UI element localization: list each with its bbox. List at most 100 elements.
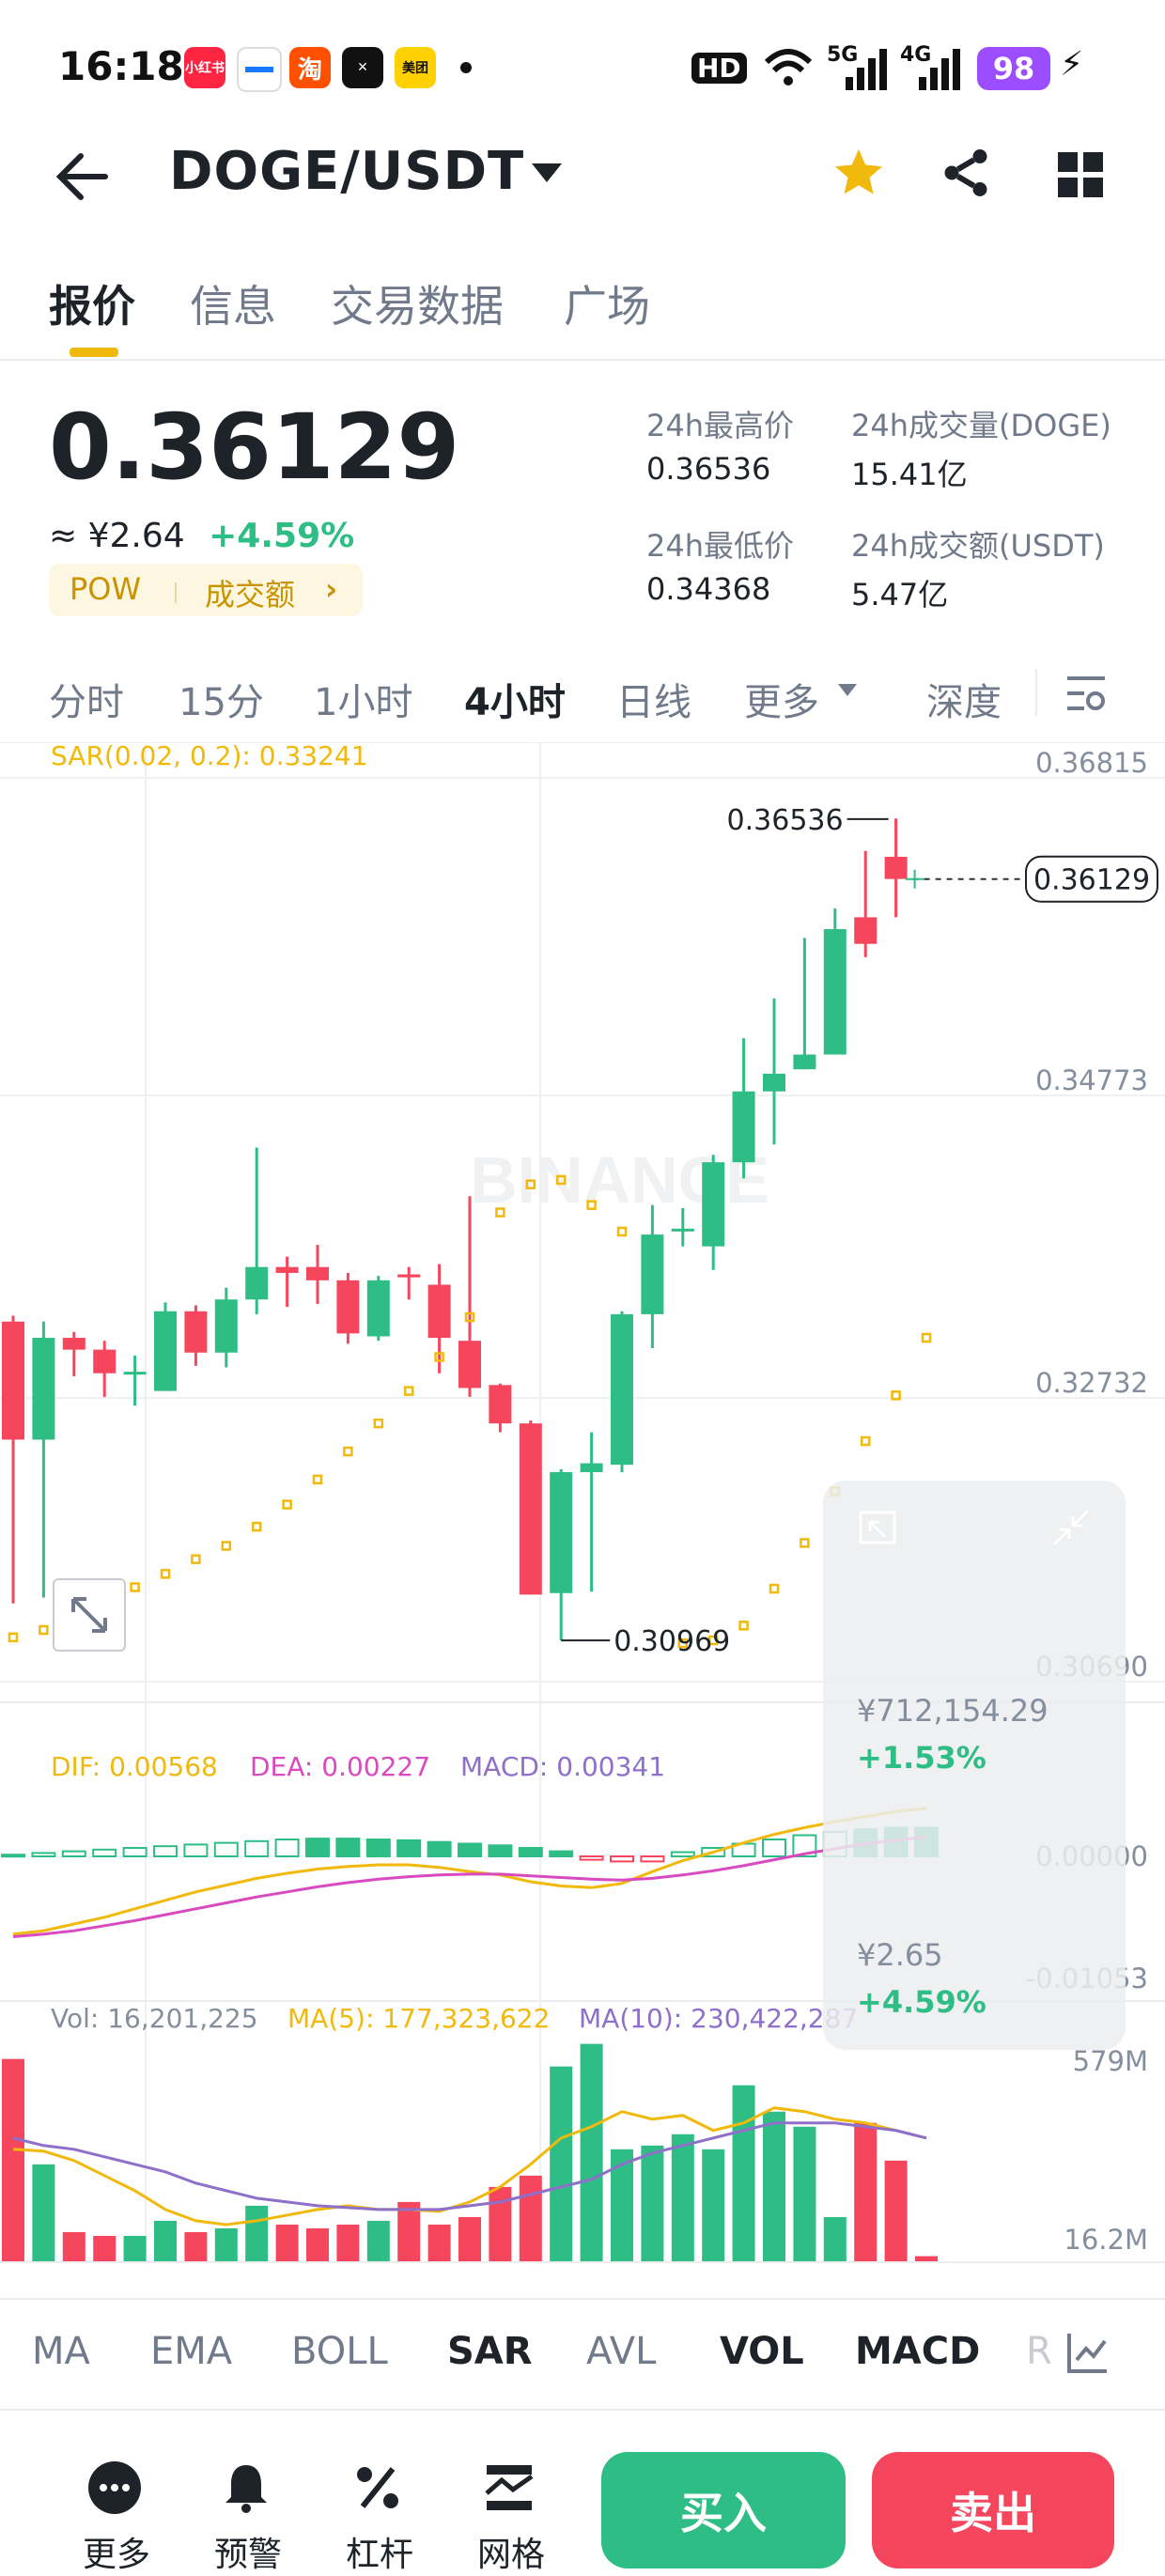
- candle-body: [884, 857, 908, 879]
- clock: 16:18: [58, 43, 184, 89]
- candle-body: [458, 1341, 481, 1389]
- macd-dif-line: [12, 1807, 927, 1936]
- interval-4h[interactable]: 4小时: [464, 681, 566, 724]
- signal-icon: [846, 49, 887, 90]
- indicator-vol[interactable]: VOL: [720, 2330, 804, 2373]
- share-icon[interactable]: [938, 145, 994, 201]
- candle-body: [427, 1284, 451, 1339]
- more-label[interactable]: 更多: [83, 2536, 151, 2574]
- fullscreen-button[interactable]: [53, 1578, 126, 1652]
- grid-label[interactable]: 网格: [477, 2536, 546, 2574]
- macd-bar: [518, 1847, 543, 1857]
- indicator-sar[interactable]: SAR: [447, 2330, 533, 2373]
- sar-dot: [343, 1446, 353, 1457]
- candle-body: [763, 1073, 785, 1092]
- sar-dot: [251, 1521, 262, 1532]
- macd-bar: [335, 1838, 361, 1857]
- volume-bar: [154, 2220, 177, 2262]
- volume-label: 24h成交量(DOGE): [851, 408, 1111, 443]
- candle-body: [245, 1266, 269, 1300]
- sell-button[interactable]: 卖出: [872, 2452, 1114, 2568]
- meituan-app-icon: 美团: [395, 47, 436, 88]
- network-4g-label: 4G: [900, 43, 932, 67]
- charging-icon: ⚡: [1060, 45, 1084, 84]
- candle-body: [32, 1338, 55, 1440]
- indicator-r[interactable]: R: [1026, 2330, 1052, 2373]
- interval-depth[interactable]: 深度: [926, 681, 1002, 724]
- volume-bar: [32, 2164, 55, 2262]
- macd-bar: [92, 1848, 117, 1858]
- turnover-label: 24h成交额(USDT): [851, 528, 1105, 564]
- candle-body: [489, 1385, 512, 1424]
- indicator-ma[interactable]: MA: [32, 2330, 90, 2373]
- candle-body: [397, 1274, 421, 1278]
- tab-trade-data[interactable]: 交易数据: [331, 281, 504, 332]
- sar-dot: [921, 1332, 932, 1343]
- tab-quote[interactable]: 报价: [49, 281, 135, 332]
- time-axis-label-1: 2025-01-11 16:00: [32, 2260, 269, 2264]
- grid-trading-icon[interactable]: [481, 2460, 537, 2516]
- chevron-right-icon[interactable]: ›: [325, 571, 338, 607]
- indicator-settings-icon[interactable]: [1065, 2330, 1111, 2375]
- popout-icon[interactable]: [857, 1509, 900, 1546]
- wifi-icon: [764, 49, 813, 85]
- tag-pow[interactable]: POW: [70, 571, 142, 607]
- macd-bar: [274, 1839, 300, 1857]
- volume-bar: [93, 2235, 116, 2262]
- sar-dot: [464, 1311, 475, 1323]
- interval-15m[interactable]: 15分: [179, 681, 264, 724]
- pair-title[interactable]: DOGE/USDT: [169, 141, 525, 202]
- sar-dot: [891, 1390, 901, 1401]
- more-icon[interactable]: [86, 2460, 143, 2516]
- volume-bar: [915, 2256, 938, 2262]
- indicator-ema[interactable]: EMA: [150, 2330, 233, 2373]
- collapse-icon[interactable]: [1050, 1507, 1092, 1548]
- buy-button[interactable]: 买入: [601, 2452, 846, 2568]
- macd-bar: [1, 1854, 25, 1858]
- volume-bar: [641, 2145, 664, 2262]
- high-label: 24h最高价: [646, 408, 795, 443]
- tag-turnover[interactable]: 成交额: [205, 577, 296, 613]
- candle-body: [214, 1299, 238, 1353]
- favorite-star-icon[interactable]: [831, 145, 887, 201]
- alert-label[interactable]: 预警: [214, 2536, 283, 2574]
- candle-body: [702, 1162, 725, 1247]
- alert-bell-icon[interactable]: [218, 2460, 274, 2516]
- volume-bar: [763, 2111, 785, 2262]
- tag-separator: [175, 582, 177, 603]
- macd-bar: [61, 1850, 86, 1857]
- tab-info[interactable]: 信息: [190, 281, 276, 332]
- interval-1h[interactable]: 1小时: [314, 681, 413, 724]
- indicator-top-divider: [0, 2298, 1165, 2300]
- floating-widget[interactable]: ¥712,154.29 +1.53% ¥2.65 +4.59%: [823, 1481, 1126, 2050]
- indicator-macd[interactable]: MACD: [855, 2330, 981, 2373]
- chart-settings-icon[interactable]: [1064, 671, 1109, 716]
- candle-body: [823, 928, 847, 1055]
- leverage-label[interactable]: 杠杆: [346, 2536, 414, 2574]
- tag-box[interactable]: [49, 564, 363, 616]
- widget-change-1: +1.53%: [857, 1740, 986, 1776]
- vol-ma5-line: [12, 2106, 927, 2227]
- indicator-avl[interactable]: AVL: [586, 2330, 657, 2373]
- chevron-down-icon[interactable]: [530, 162, 564, 186]
- interval-timeline[interactable]: 分时: [49, 681, 124, 724]
- tab-square[interactable]: 广场: [564, 281, 650, 332]
- low-marker-label: 0.30969: [614, 1625, 730, 1658]
- volume-bar: [123, 2235, 147, 2262]
- macd-bar: [670, 1851, 695, 1857]
- more-dropdown-icon[interactable]: [836, 682, 859, 699]
- hd-badge: HD: [691, 53, 747, 84]
- back-arrow-icon[interactable]: [54, 150, 111, 203]
- leverage-icon[interactable]: [350, 2460, 406, 2516]
- candle-body: [611, 1313, 633, 1466]
- volume-bar: [732, 2085, 755, 2262]
- sar-dot: [8, 1632, 19, 1643]
- interval-more[interactable]: 更多: [744, 681, 819, 724]
- indicator-boll[interactable]: BOLL: [291, 2330, 388, 2373]
- turnover-value: 5.47亿: [851, 577, 949, 613]
- grid-menu-icon[interactable]: [1056, 150, 1105, 199]
- volume-bar: [550, 2066, 573, 2262]
- expand-icon: [71, 1597, 107, 1633]
- volume-bar: [580, 2043, 603, 2262]
- interval-1d[interactable]: 日线: [616, 681, 691, 724]
